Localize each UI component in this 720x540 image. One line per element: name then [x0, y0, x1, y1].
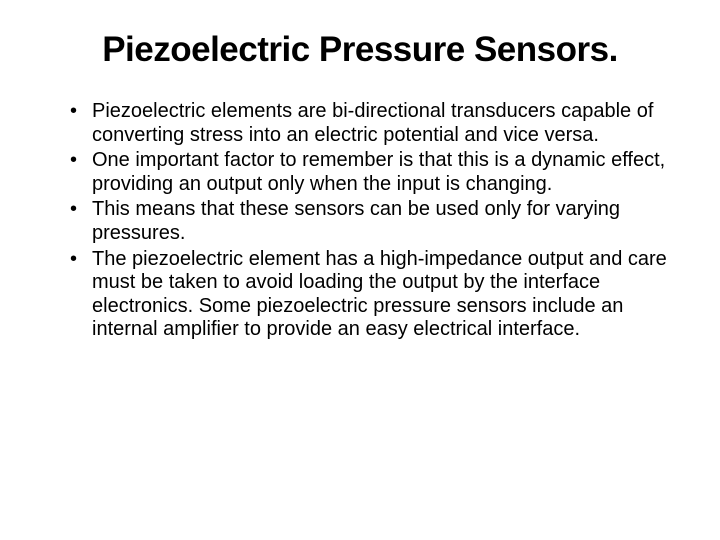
bullet-list: Piezoelectric elements are bi-directiona… [50, 100, 670, 342]
bullet-item: Piezoelectric elements are bi-directiona… [70, 100, 670, 147]
bullet-item: This means that these sensors can be use… [70, 198, 670, 245]
bullet-item: The piezoelectric element has a high-imp… [70, 248, 670, 342]
bullet-item: One important factor to remember is that… [70, 149, 670, 196]
slide-title: Piezoelectric Pressure Sensors. [50, 30, 670, 70]
